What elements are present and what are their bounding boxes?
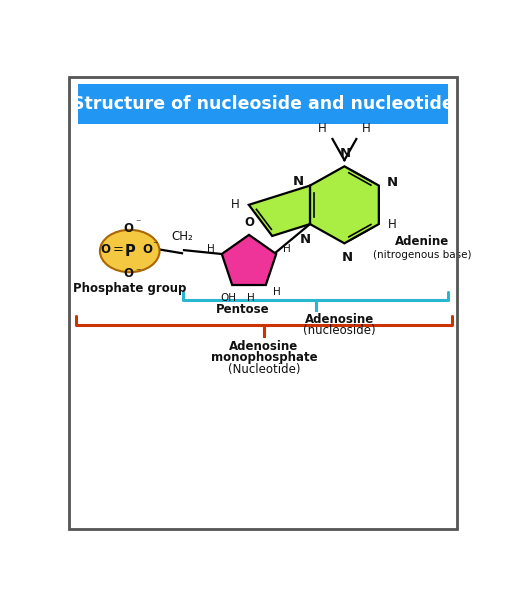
Text: (Nucleotide): (Nucleotide) xyxy=(228,362,300,376)
Text: O: O xyxy=(245,217,255,229)
Text: O: O xyxy=(123,222,133,235)
Text: N: N xyxy=(300,233,311,245)
Text: CH₂: CH₂ xyxy=(171,230,193,243)
FancyBboxPatch shape xyxy=(78,83,448,124)
Text: H: H xyxy=(283,244,291,254)
Text: Adenine: Adenine xyxy=(395,235,449,248)
Text: H: H xyxy=(207,244,214,254)
Text: (nitrogenous base): (nitrogenous base) xyxy=(372,250,471,260)
Text: ⁻: ⁻ xyxy=(153,240,159,250)
Text: OH: OH xyxy=(220,293,236,304)
Text: O: O xyxy=(123,267,133,280)
Text: O: O xyxy=(101,243,111,256)
Text: (nucleoside): (nucleoside) xyxy=(303,324,376,337)
Text: N: N xyxy=(342,251,353,264)
Text: N: N xyxy=(387,176,398,189)
Text: P: P xyxy=(124,244,135,259)
Text: H: H xyxy=(388,218,397,230)
Text: H: H xyxy=(318,122,327,135)
Text: O: O xyxy=(143,243,152,256)
Text: =: = xyxy=(113,243,124,256)
Text: Phosphate group: Phosphate group xyxy=(73,282,186,295)
Text: Adenosine: Adenosine xyxy=(229,340,299,353)
Text: H: H xyxy=(362,122,371,135)
Text: ⁻: ⁻ xyxy=(135,218,141,229)
Polygon shape xyxy=(249,185,310,236)
Ellipse shape xyxy=(100,230,160,272)
Text: N: N xyxy=(293,175,304,188)
Polygon shape xyxy=(222,235,276,285)
Polygon shape xyxy=(310,166,379,244)
Text: ⁻: ⁻ xyxy=(135,267,141,277)
Text: Pentose: Pentose xyxy=(216,303,270,316)
Text: Structure of nucleoside and nucleotide: Structure of nucleoside and nucleotide xyxy=(72,95,454,113)
Text: H: H xyxy=(231,199,240,211)
Text: H: H xyxy=(247,293,255,304)
Text: N: N xyxy=(340,147,351,160)
Text: Adenosine: Adenosine xyxy=(305,313,374,326)
Text: H: H xyxy=(273,287,281,297)
Text: monophosphate: monophosphate xyxy=(211,351,317,364)
